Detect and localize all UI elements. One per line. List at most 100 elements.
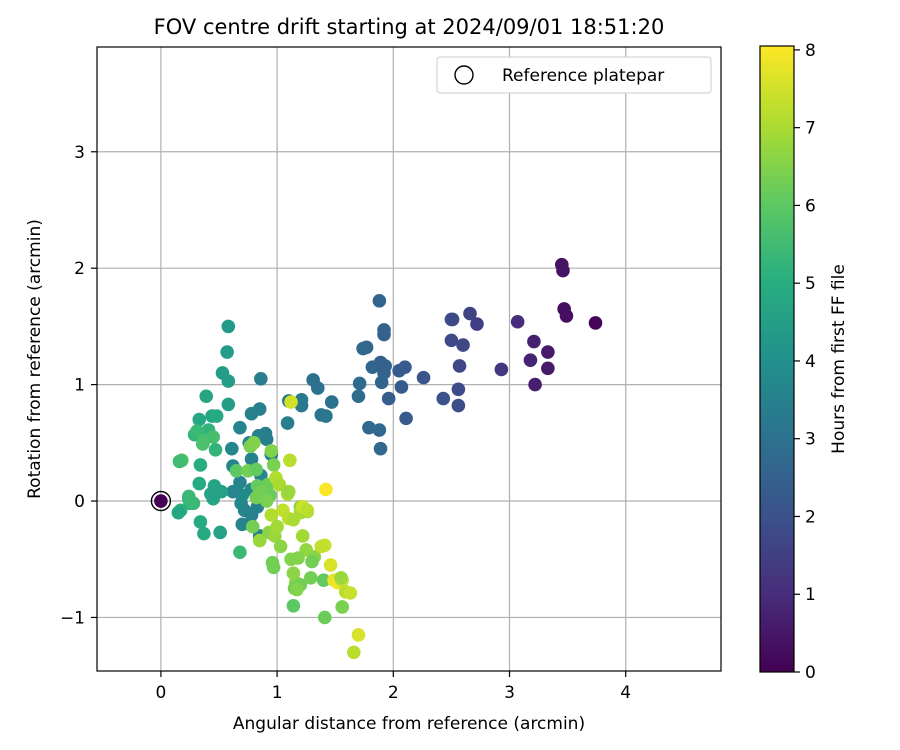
data-point [264, 508, 279, 522]
data-point [221, 319, 236, 334]
data-point [249, 462, 263, 477]
y-tick-label: 1 [74, 376, 85, 396]
data-point [362, 420, 376, 435]
colorbar-tick-label: 1 [805, 585, 816, 605]
y-tick-label: 2 [74, 259, 85, 279]
data-point [197, 526, 211, 541]
data-point [295, 529, 310, 543]
data-point [335, 600, 349, 614]
data-point [281, 484, 296, 499]
data-point [172, 454, 187, 469]
colorbar-label: Hours from first FF file [829, 264, 849, 454]
data-point [317, 610, 332, 625]
data-point [451, 382, 466, 397]
data-point [456, 338, 470, 352]
data-point [181, 489, 196, 504]
data-point [252, 533, 267, 548]
data-point [244, 452, 259, 466]
legend-label: Reference platepar [502, 66, 664, 86]
colorbar-ticks: 0 1 2 3 4 5 6 7 8 [794, 41, 816, 683]
legend-marker-icon [454, 65, 474, 85]
data-point [220, 345, 234, 359]
data-point [351, 389, 366, 404]
data-point [452, 359, 467, 373]
data-point [245, 519, 260, 534]
colorbar-tick-label: 2 [805, 507, 816, 527]
data-point [310, 381, 325, 395]
data-point [266, 458, 281, 472]
plot-frame [96, 46, 722, 672]
data-point [373, 441, 388, 456]
data-point [259, 432, 274, 447]
data-point [343, 586, 358, 600]
data-point [286, 599, 301, 613]
data-point [314, 539, 329, 554]
data-point [226, 484, 240, 499]
data-point [436, 391, 451, 406]
data-point [193, 458, 208, 472]
data-point [451, 398, 466, 413]
data-point [556, 263, 570, 278]
data-point [372, 293, 387, 308]
data-point [559, 309, 574, 323]
data-point [224, 441, 239, 456]
data-point [416, 370, 431, 385]
colorbar-tick-label: 3 [805, 430, 816, 450]
data-point [527, 334, 541, 349]
data-point [523, 353, 538, 367]
data-point [351, 628, 366, 642]
data-point [264, 444, 279, 458]
data-point [273, 539, 288, 554]
data-point [270, 519, 284, 534]
data-point [381, 391, 396, 406]
y-axis-ticks: −1 0 1 2 3 [60, 143, 97, 628]
data-point [259, 494, 274, 508]
data-point [190, 424, 204, 438]
data-point [233, 475, 247, 490]
data-point [352, 376, 367, 391]
data-point [294, 392, 309, 407]
data-point [192, 476, 207, 491]
data-point [254, 371, 268, 386]
data-point [470, 317, 484, 331]
data-point [272, 477, 287, 492]
colorbar-tick-label: 8 [805, 41, 816, 61]
data-point [280, 416, 295, 430]
data-point [528, 377, 542, 392]
reference-point-ring [150, 490, 172, 512]
colorbar-tick-label: 7 [805, 119, 816, 139]
legend: Reference platepar [436, 56, 712, 94]
grid [97, 47, 721, 671]
data-point [377, 323, 391, 337]
data-point [347, 645, 361, 660]
data-point [209, 409, 224, 423]
x-tick-label: 3 [504, 683, 515, 703]
data-point [588, 316, 603, 330]
data-point [244, 406, 259, 421]
data-point [221, 374, 236, 388]
data-point [304, 571, 318, 585]
colorbar-tick-label: 0 [805, 663, 816, 683]
y-tick-label: −1 [60, 608, 85, 628]
x-tick-label: 4 [620, 683, 631, 703]
data-point [290, 582, 304, 597]
data-point [265, 555, 280, 570]
data-point [192, 412, 207, 427]
data-point [233, 420, 247, 435]
data-point [444, 333, 459, 348]
data-point [541, 345, 555, 359]
data-point [206, 430, 221, 444]
data-point [204, 487, 218, 501]
data-point [171, 505, 186, 520]
data-point [247, 436, 261, 450]
data-point [323, 558, 338, 572]
data-point [494, 362, 509, 377]
data-point [193, 515, 208, 529]
data-point [444, 312, 459, 327]
data-point [334, 571, 348, 585]
data-point [229, 463, 244, 478]
data-point [510, 314, 525, 329]
data-point [392, 363, 406, 378]
data-point [249, 490, 263, 505]
